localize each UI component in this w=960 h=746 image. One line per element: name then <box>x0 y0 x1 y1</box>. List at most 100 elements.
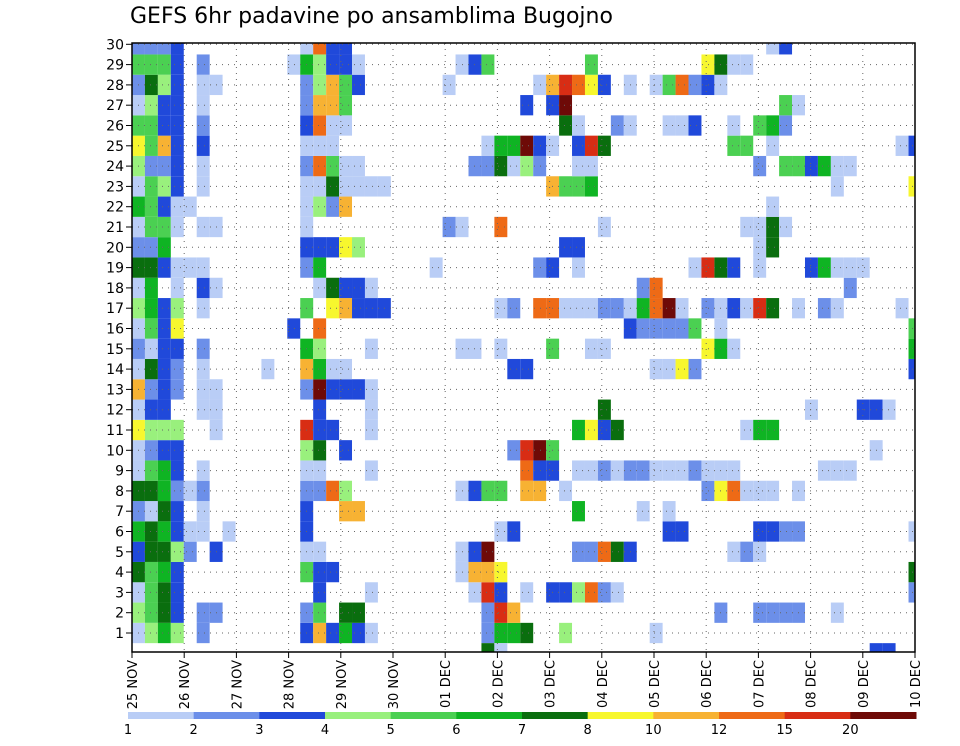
heatmap-cell <box>584 338 598 359</box>
heatmap-cell <box>326 95 340 116</box>
y-tick-label: 18 <box>106 281 124 297</box>
heatmap-cell <box>701 54 715 75</box>
heatmap-cell <box>157 318 171 339</box>
heatmap-cell <box>507 521 521 542</box>
heatmap-cell <box>170 541 184 562</box>
heatmap-cell <box>688 318 702 339</box>
heatmap-cell <box>170 582 184 603</box>
heatmap-cell <box>287 54 301 75</box>
heatmap-cell <box>610 460 624 481</box>
heatmap-cell <box>727 298 741 319</box>
heatmap-cell <box>352 176 365 197</box>
heatmap-cell <box>662 501 676 522</box>
heatmap-cell <box>157 216 171 238</box>
heatmap-cell <box>533 257 547 278</box>
heatmap-cell <box>313 602 327 623</box>
heatmap-cell <box>157 95 171 116</box>
heatmap-cell <box>352 54 365 75</box>
heatmap-cell <box>908 318 915 339</box>
colorbar-label: 15 <box>776 723 793 738</box>
y-tick-label: 9 <box>115 464 124 480</box>
heatmap-cell <box>481 622 495 644</box>
heatmap-cell <box>313 176 327 197</box>
heatmap-cell <box>675 460 689 481</box>
heatmap-cell <box>144 379 158 400</box>
heatmap-cell <box>313 318 327 339</box>
heatmap-cell <box>157 622 171 644</box>
heatmap-cell <box>766 43 780 55</box>
heatmap-cell <box>326 358 340 380</box>
colorbar-label: 5 <box>387 723 395 738</box>
heatmap-cell <box>364 622 378 644</box>
heatmap-cell <box>610 541 624 562</box>
colorbar-label: 10 <box>645 723 662 738</box>
heatmap-cell <box>157 358 171 380</box>
heatmap-cell <box>313 399 327 420</box>
heatmap-cell <box>727 54 741 75</box>
heatmap-cell <box>572 582 585 603</box>
heatmap-cell <box>339 602 353 623</box>
heatmap-cell <box>701 460 715 481</box>
heatmap-cell <box>144 541 158 562</box>
heatmap-cell <box>339 54 353 75</box>
heatmap-cell <box>144 602 158 623</box>
heatmap-cell <box>313 541 327 562</box>
colorbar-swatch <box>259 712 326 719</box>
colorbar-swatch <box>193 712 260 719</box>
heatmap-cell <box>326 196 340 217</box>
y-tick-label: 10 <box>106 443 124 459</box>
heatmap-cell <box>766 135 780 156</box>
y-tick-label: 16 <box>106 322 124 338</box>
heatmap-cell <box>339 622 353 644</box>
heatmap-cell <box>326 54 340 75</box>
heatmap-cell <box>157 602 171 623</box>
heatmap-cell <box>830 602 844 623</box>
heatmap-cell <box>779 155 793 177</box>
heatmap-cell <box>339 440 353 461</box>
heatmap-cell <box>804 399 818 420</box>
heatmap-cell <box>766 419 780 441</box>
x-axis-ticks: 25 NOV 26 NOV 27 NOV 28 NOV 29 NOV 30 NOV 01 D… <box>126 652 924 709</box>
heatmap-cell <box>740 54 754 75</box>
heatmap-cell <box>649 318 663 339</box>
x-tick-label: 07 DEC <box>752 660 767 708</box>
y-tick-label: 28 <box>106 78 124 94</box>
heatmap-cell <box>494 582 508 603</box>
x-tick-label: 25 NOV <box>126 660 141 709</box>
heatmap-cell <box>597 74 611 96</box>
colorbar-label: 2 <box>190 723 198 738</box>
heatmap-cell <box>830 176 844 197</box>
heatmap-cell <box>662 74 676 96</box>
heatmap-cell <box>196 358 210 380</box>
heatmap-cell <box>196 501 210 522</box>
heatmap-cell <box>597 338 611 359</box>
heatmap-cell <box>597 582 611 603</box>
heatmap-cell <box>533 155 547 177</box>
heatmap-cell <box>144 480 158 502</box>
heatmap-cell <box>183 196 197 217</box>
heatmap-cell <box>597 541 611 562</box>
colorbar-label: 8 <box>584 723 592 738</box>
heatmap-cell <box>766 237 780 258</box>
heatmap-cell <box>688 257 702 278</box>
heatmap-cell <box>144 399 158 420</box>
y-tick-label: 2 <box>115 606 124 622</box>
heatmap-cell <box>313 54 327 75</box>
heatmap-cell <box>144 582 158 603</box>
heatmap-cell <box>313 358 327 380</box>
heatmap-cell <box>494 298 508 319</box>
heatmap-cell <box>533 135 547 156</box>
heatmap-cell <box>326 74 340 96</box>
heatmap-cell <box>766 115 780 136</box>
heatmap-cell <box>494 216 508 238</box>
heatmap-cell <box>727 338 741 359</box>
chart-title: GEFS 6hr padavine po ansamblima Bugojno <box>130 4 613 29</box>
heatmap-cell <box>766 196 780 217</box>
heatmap-cell <box>584 298 598 319</box>
heatmap-cell <box>830 155 844 177</box>
heatmap-cells <box>132 43 915 652</box>
heatmap-cell <box>196 176 210 197</box>
heatmap-cell <box>727 115 741 136</box>
heatmap-cell <box>326 419 340 441</box>
